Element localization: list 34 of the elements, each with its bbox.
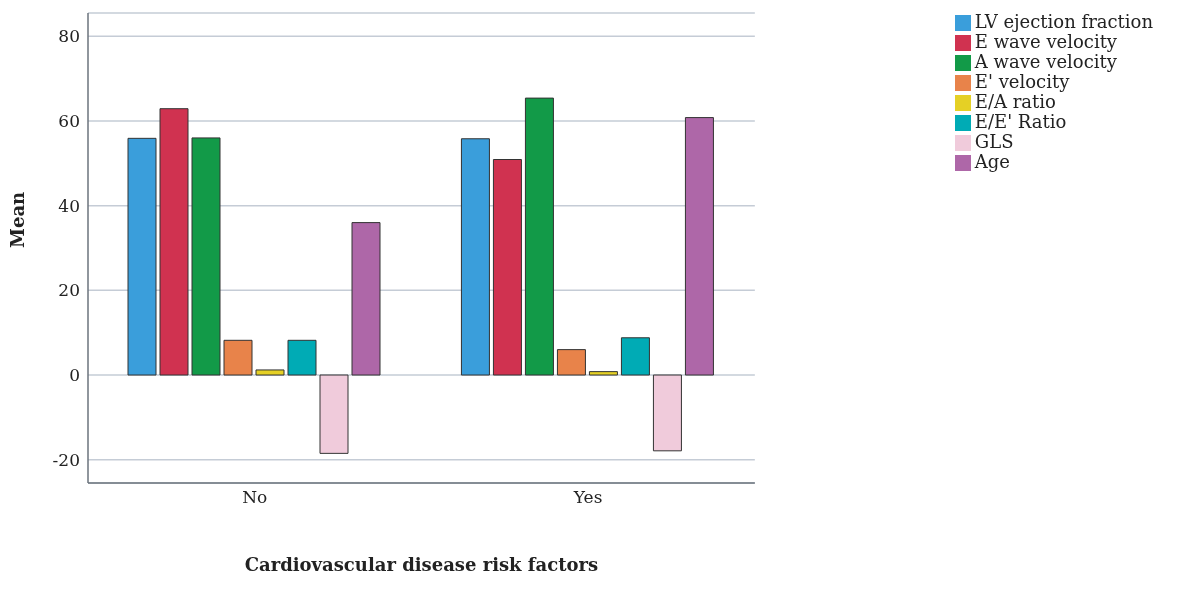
bar [460,138,490,376]
bar [652,374,682,452]
bar [588,371,618,376]
bar [524,97,554,376]
y-tick-label: 40 [58,195,80,216]
bar [255,369,285,376]
bar [492,159,522,376]
y-tick-label: 20 [58,280,80,301]
legend-label: Age [974,151,1011,172]
legend-label: LV ejection fraction [974,11,1153,32]
bar [684,117,714,376]
y-tick-label: 80 [58,26,80,47]
legend-label: E/E' Ratio [974,111,1067,132]
bar [191,137,221,376]
legend-label: E wave velocity [974,31,1118,52]
bar [287,339,317,376]
bar [223,339,253,376]
y-tick-label: -20 [52,449,80,470]
bar [319,374,349,454]
legend-label: A wave velocity [974,51,1117,72]
legend-label: E' velocity [974,71,1070,92]
x-tick-label: Yes [572,487,603,508]
y-tick-label: 0 [69,365,80,386]
legend-label: E/A ratio [974,91,1056,112]
bar [351,222,381,376]
bar [556,349,586,376]
bar [159,108,189,376]
bar [620,337,650,376]
y-tick-label: 60 [58,111,80,132]
x-axis-title: Cardiovascular disease risk factors [244,554,599,575]
bar [127,137,157,376]
legend-label: GLS [974,131,1014,152]
x-tick-label: No [242,487,268,508]
y-axis-title: Mean [7,191,29,248]
